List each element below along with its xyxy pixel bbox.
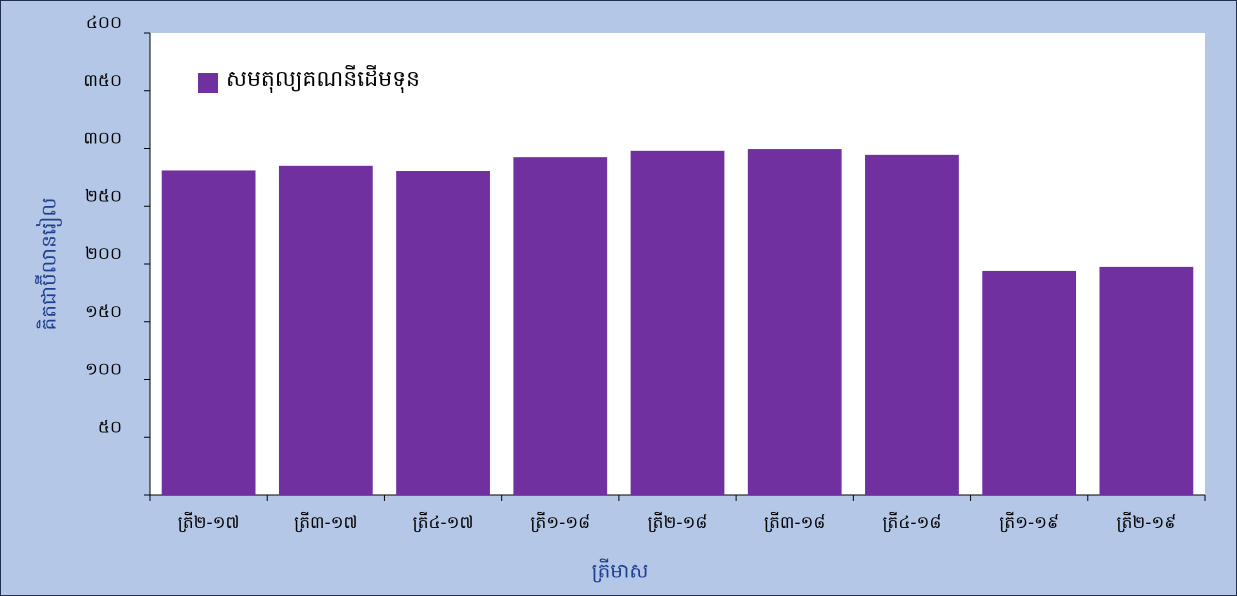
- legend-swatch: [198, 73, 218, 93]
- y-tick-label: ២០០: [85, 244, 122, 264]
- bar: [982, 270, 1077, 495]
- x-tick-label: ត្រី១-១៨: [530, 511, 590, 533]
- x-tick-label: ត្រី២-១៨: [648, 511, 708, 533]
- x-axis-label: ត្រីមាស: [592, 558, 649, 583]
- x-tick-label: ត្រី២-១៧: [178, 511, 240, 533]
- bar: [1099, 266, 1194, 495]
- bar: [513, 157, 608, 495]
- x-tick-label: ត្រី៤-១៨: [882, 511, 941, 533]
- x-tick-label: ត្រី៤-១៧: [413, 511, 474, 533]
- y-tick-label: ១០០: [85, 360, 122, 380]
- y-tick-label: ១៥០: [85, 302, 122, 322]
- y-tick-label: ៣៥០: [83, 71, 122, 91]
- bar: [278, 165, 373, 495]
- x-tick-label: ត្រី៣-១៧: [294, 511, 357, 533]
- y-tick-label: ២៥០: [85, 186, 122, 206]
- bar: [865, 154, 959, 496]
- bar: [747, 149, 842, 495]
- legend-label: សមតុល្យគណនីដើមទុន: [226, 65, 420, 93]
- bar: [630, 150, 725, 495]
- y-tick-label: ៣០០: [83, 129, 122, 149]
- bar: [161, 170, 256, 495]
- y-tick-label: ៤០០: [86, 13, 122, 33]
- bar: [396, 171, 490, 495]
- x-tick-label: ត្រី២-១៩: [1117, 511, 1177, 533]
- x-tick-label: ត្រី១-១៩: [999, 511, 1059, 533]
- y-axis-label: គិតជាប៊ីលានរៀល: [35, 198, 63, 331]
- x-tick-label: ត្រី៣-១៨: [764, 511, 825, 533]
- y-tick-label: ៥០: [98, 417, 122, 437]
